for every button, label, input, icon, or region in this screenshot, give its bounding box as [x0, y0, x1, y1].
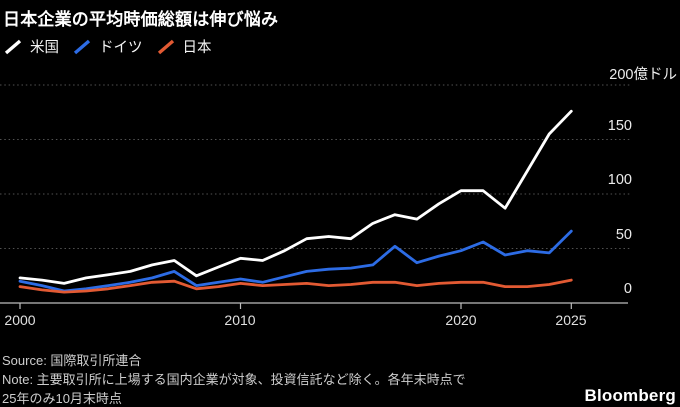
- note-line-2: 25年のみ10月末時点: [2, 391, 122, 406]
- gridlines: [0, 84, 630, 249]
- legend: 米国 ドイツ 日本: [3, 36, 212, 57]
- x-axis: [0, 302, 628, 309]
- y-axis-label-100: 100: [607, 172, 632, 188]
- legend-label-germany: ドイツ: [99, 40, 143, 56]
- legend-label-japan: 日本: [182, 40, 212, 56]
- y-axis-label-50: 50: [615, 227, 632, 243]
- legend-item-germany: ドイツ: [72, 36, 143, 57]
- x-axis-label-2025: 2025: [555, 312, 587, 328]
- legend-item-us: 米国: [3, 36, 59, 57]
- line-swatch-japan-icon: [157, 39, 174, 54]
- chart-title: 日本企業の平均時価総額は伸び悩み: [3, 10, 279, 29]
- line-swatch-germany-icon: [73, 39, 91, 54]
- bloomberg-logo: Bloomberg: [584, 386, 676, 405]
- line-chart-plot: [0, 84, 630, 309]
- x-axis-label-2000: 2000: [4, 312, 36, 328]
- series-line-germany: [18, 229, 573, 293]
- y-axis-label-150: 150: [607, 118, 632, 134]
- line-swatch-us-icon: [4, 39, 22, 54]
- data-series: [18, 109, 573, 294]
- y-axis-label-200: 200億ドル: [609, 67, 677, 83]
- series-line-us: [18, 109, 573, 285]
- x-axis-label-2010: 2010: [224, 312, 256, 328]
- legend-item-japan: 日本: [156, 36, 212, 57]
- legend-label-us: 米国: [30, 40, 59, 56]
- source-line: Source: 国際取引所連合: [2, 353, 142, 368]
- note-line-1: Note: 主要取引所に上場する国内企業が対象、投資信託など除く。各年末時点で: [2, 372, 466, 387]
- x-axis-label-2020: 2020: [445, 312, 477, 328]
- series-line-japan: [18, 278, 573, 294]
- y-axis-label-0: 0: [623, 281, 632, 297]
